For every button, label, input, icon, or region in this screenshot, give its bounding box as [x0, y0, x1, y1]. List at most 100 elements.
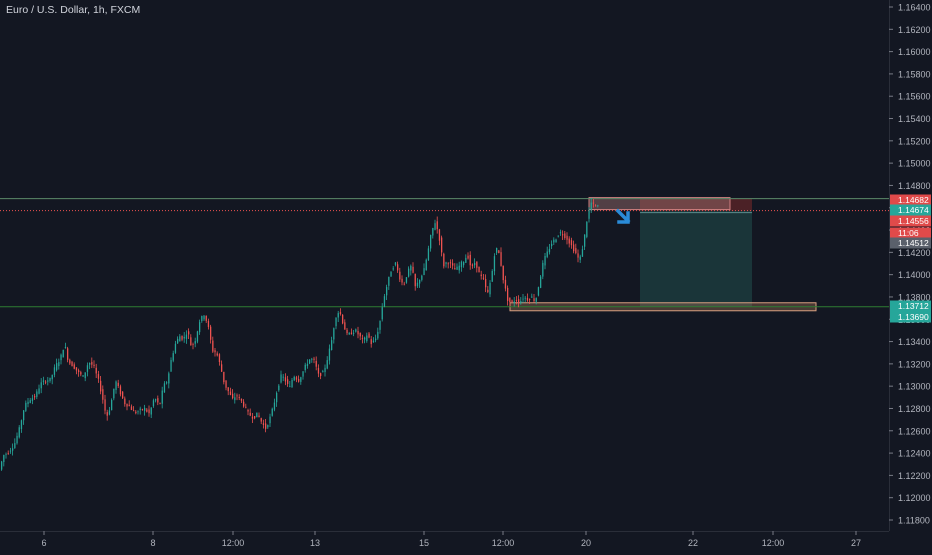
candle-body — [586, 221, 588, 237]
take-profit-zone[interactable] — [640, 210, 752, 307]
candle-body — [271, 408, 273, 416]
candle-body — [480, 274, 482, 277]
stop-loss-zone[interactable] — [640, 198, 752, 211]
candle-body — [427, 248, 430, 261]
candle-body — [1, 461, 3, 470]
candle-body — [414, 273, 416, 287]
price-label: 1.14682 — [898, 195, 929, 205]
candle-body — [533, 298, 535, 302]
candle-body — [306, 363, 309, 367]
candle-body — [485, 279, 487, 288]
y-tick-label: 1.16400 — [898, 3, 931, 13]
candle-body — [443, 253, 445, 267]
candle-body — [199, 322, 201, 333]
candle-body — [412, 266, 414, 273]
candle-body — [67, 348, 69, 360]
candle-body — [423, 268, 425, 276]
candle-body — [573, 244, 575, 252]
candle-body — [289, 385, 291, 387]
candle-body — [458, 265, 460, 271]
candle-body — [346, 329, 348, 334]
candle-body — [568, 238, 570, 244]
price-label: 1.14674 — [898, 205, 929, 215]
candle-body — [498, 250, 500, 254]
candle-body — [161, 390, 163, 404]
markers-layer[interactable] — [615, 208, 631, 224]
candle-body — [548, 248, 551, 253]
candle-body — [454, 268, 456, 270]
candle-body — [14, 443, 16, 448]
candle-body — [113, 388, 115, 399]
candle-body — [489, 282, 491, 295]
candle-body — [249, 412, 251, 416]
horizontal-lines[interactable] — [0, 198, 889, 308]
candle-body — [27, 401, 29, 404]
candle-body — [491, 270, 493, 282]
y-tick-label: 1.15200 — [898, 136, 931, 146]
price-label: 1.14556 — [898, 216, 929, 226]
candle-body — [520, 301, 522, 304]
candle-body — [91, 362, 93, 365]
candle-body — [331, 340, 333, 351]
y-tick-label: 1.15800 — [898, 69, 931, 79]
candle-body — [258, 415, 260, 417]
candle-body — [179, 336, 181, 342]
candle-body — [117, 382, 119, 387]
candle-body — [100, 380, 102, 392]
candle-body — [260, 418, 262, 422]
candle-body — [478, 266, 480, 273]
candle-body — [531, 296, 533, 298]
chart-title: Euro / U.S. Dollar, 1h, FXCM — [6, 4, 140, 16]
candle-body — [111, 399, 113, 411]
candle-body — [51, 374, 53, 380]
candle-body — [441, 237, 443, 253]
price-label-bg — [890, 227, 931, 239]
candle-body — [29, 400, 31, 403]
price-label-bg — [890, 237, 931, 249]
sell-arrow-icon[interactable] — [615, 208, 631, 224]
candle-body — [157, 398, 159, 403]
candle-body — [434, 223, 436, 230]
candle-body — [251, 416, 254, 419]
y-tick-label: 1.11800 — [898, 516, 930, 526]
candle-body — [23, 410, 25, 421]
candle-body — [291, 379, 293, 388]
candle-body — [236, 395, 238, 397]
time-axis[interactable]: 6 8 12:00 13 15 12:00 20 22 12:00 27 — [41, 531, 861, 548]
candle-body — [130, 406, 133, 411]
x-tick-label: 12:00 — [762, 538, 785, 548]
candle-body — [579, 256, 581, 260]
candle-body — [47, 380, 49, 382]
candle-body — [163, 383, 166, 393]
price-label-bg — [890, 215, 931, 227]
candle-body — [597, 205, 599, 207]
candle-body — [335, 317, 337, 327]
candle-body — [463, 262, 465, 266]
candle-body — [381, 307, 383, 320]
candle-body — [372, 340, 375, 343]
candle-body — [460, 261, 463, 268]
candle-body — [469, 254, 471, 266]
candle-body — [522, 298, 524, 300]
candle-body — [152, 400, 155, 407]
candle-body — [243, 401, 245, 407]
candle-body — [84, 372, 86, 379]
candle-body — [25, 402, 27, 411]
candle-body — [18, 427, 20, 438]
candle-body — [513, 301, 515, 303]
candle-body — [201, 316, 203, 322]
resistance-box[interactable] — [588, 197, 731, 211]
price-label-bg — [890, 204, 931, 216]
candle-body — [482, 277, 485, 279]
candle-body — [269, 416, 271, 424]
price-label-bg — [890, 311, 931, 323]
candle-body — [584, 234, 586, 247]
y-tick-label: 1.13000 — [898, 382, 931, 392]
candle-body — [80, 372, 82, 375]
candle-body — [471, 264, 474, 266]
candle-body — [467, 255, 469, 259]
candle-body — [377, 331, 379, 339]
candle-body — [62, 349, 64, 358]
